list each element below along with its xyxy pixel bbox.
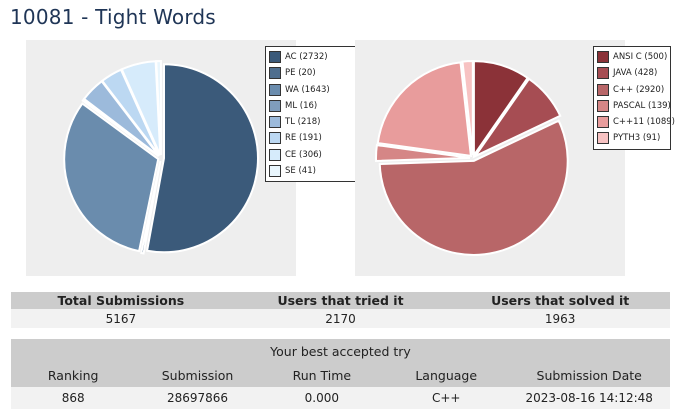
pie-slice-pe — [140, 160, 162, 255]
legend-label: PYTH3 (91) — [613, 133, 661, 144]
legend-item: ANSI C (500) — [597, 49, 667, 65]
best-accepted-caption: Your best accepted try — [11, 339, 670, 363]
legend-label: AC (2732) — [285, 52, 328, 63]
page-title: 10081 - Tight Words — [10, 5, 216, 29]
legend-swatch — [269, 148, 281, 161]
submission-link[interactable]: 28697866 — [166, 391, 229, 405]
submission-date-header: Submission Date — [536, 367, 642, 383]
pie-slice-wa — [63, 102, 160, 253]
legend-item: JAVA (428) — [597, 65, 667, 81]
legend-item: ML (16) — [269, 98, 356, 114]
stats-header-row: Total Submissions Users that tried it Us… — [11, 292, 670, 309]
users-tried-value: 2170 — [325, 311, 356, 326]
legend-label: PASCAL (139) — [613, 100, 671, 111]
pie-slice-se — [155, 60, 162, 156]
verdict-legend: AC (2732) PE (20) WA (1643) ML (16) TL (218)… — [265, 46, 360, 182]
legend-swatch — [269, 132, 281, 145]
legend-label: SE (41) — [285, 165, 316, 176]
problem-stats-table: Total Submissions Users that tried it Us… — [11, 292, 670, 328]
ranking-value: 868 — [61, 391, 85, 405]
legend-swatch — [269, 51, 281, 64]
best-accepted-table: Your best accepted try Ranking Submissio… — [11, 339, 670, 409]
pie-slice-java — [472, 77, 562, 159]
legend-item: AC (2732) — [269, 49, 356, 65]
run-time-header: Run Time — [292, 367, 352, 383]
pie-slice-c — [378, 119, 569, 256]
best-value-row: 868 28697866 0.000 C++ 2023-08-16 14:12:… — [11, 387, 670, 409]
pie-slice-pyth3 — [461, 60, 474, 156]
legend-swatch — [597, 99, 609, 112]
legend-label: ANSI C (500) — [613, 52, 668, 63]
language-chart-panel — [355, 40, 625, 276]
legend-label: RE (191) — [285, 133, 322, 144]
users-solved-value: 1963 — [544, 311, 576, 326]
total-submissions-value: 5167 — [105, 311, 137, 326]
legend-item: CE (306) — [269, 147, 356, 163]
legend-swatch — [597, 116, 609, 129]
run-time-value: 0.000 — [304, 391, 340, 405]
pie-slice-pascal — [375, 143, 471, 162]
legend-item: WA (1643) — [269, 82, 356, 98]
submission-date-value: 2023-08-16 14:12:48 — [525, 391, 653, 405]
verdict-pie-chart — [63, 60, 259, 255]
pie-slice-c11 — [376, 61, 473, 158]
best-header-row: Ranking Submission Run Time Language Sub… — [11, 363, 670, 387]
legend-item: RE (191) — [269, 130, 356, 146]
legend-swatch — [597, 51, 609, 64]
stats-value-row: 5167 2170 1963 — [11, 309, 670, 328]
legend-item: PE (20) — [269, 65, 356, 81]
language-header: Language — [415, 367, 478, 383]
language-legend: ANSI C (500) JAVA (428) C++ (2920) PASCAL (… — [593, 46, 675, 150]
legend-item: C++ (2920) — [597, 82, 667, 98]
users-solved-header: Users that solved it — [491, 293, 630, 308]
language-value: C++ — [431, 391, 461, 405]
legend-label: ML (16) — [285, 100, 318, 111]
legend-item: SE (41) — [269, 163, 356, 179]
legend-swatch — [597, 67, 609, 80]
legend-swatch — [269, 164, 281, 177]
language-pie-chart — [375, 60, 569, 256]
pie-slice-ansi — [472, 60, 529, 159]
verdict-chart-panel — [26, 40, 296, 276]
legend-swatch — [269, 99, 281, 112]
legend-label: C++ (2920) — [613, 84, 665, 95]
legend-label: TL (218) — [285, 117, 321, 128]
pie-slice-ac — [145, 63, 259, 254]
submission-header: Submission — [161, 367, 234, 383]
legend-label: CE (306) — [285, 149, 322, 160]
legend-label: JAVA (428) — [613, 68, 658, 79]
legend-swatch — [269, 116, 281, 129]
legend-item: PASCAL (139) — [597, 98, 671, 114]
legend-swatch — [269, 83, 281, 96]
legend-swatch — [597, 83, 609, 96]
legend-item: C++11 (1089) — [597, 114, 675, 130]
users-tried-header: Users that tried it — [277, 293, 404, 308]
legend-label: C++11 (1089) — [613, 117, 675, 128]
legend-label: WA (1643) — [285, 84, 330, 95]
legend-item: PYTH3 (91) — [597, 130, 667, 146]
legend-swatch — [269, 67, 281, 80]
total-submissions-header: Total Submissions — [57, 293, 185, 308]
ranking-header: Ranking — [47, 367, 99, 383]
legend-item: TL (218) — [269, 114, 356, 130]
legend-swatch — [597, 132, 609, 145]
legend-label: PE (20) — [285, 68, 316, 79]
